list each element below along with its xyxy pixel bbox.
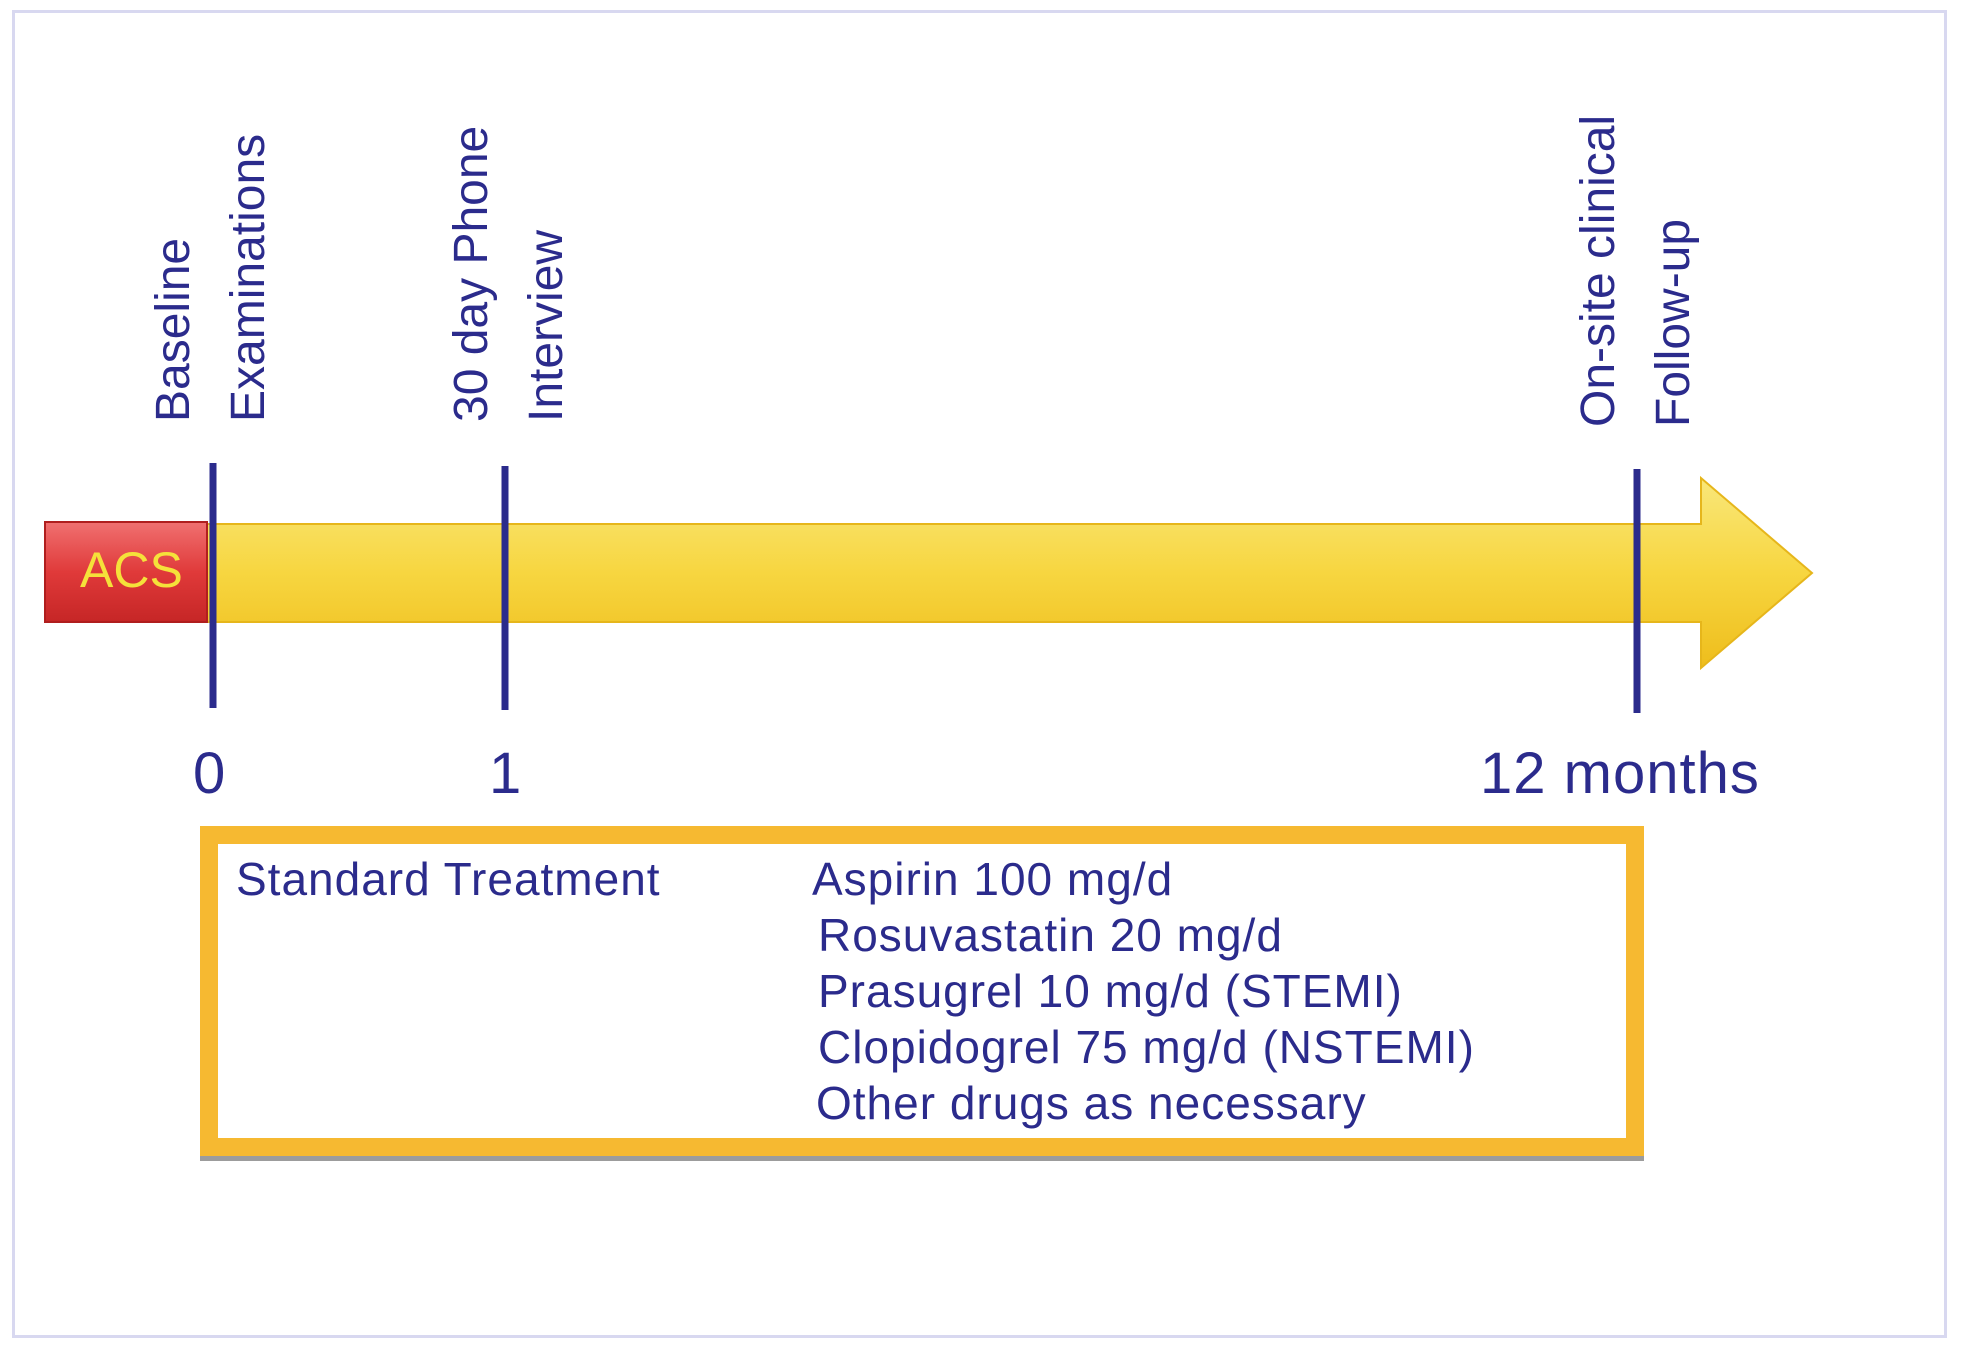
milestone-label-baseline-line2: Examinations: [222, 133, 275, 422]
treatment-item: Aspirin 100 mg/d: [812, 853, 1174, 905]
milestone-label-30-day-line2: Interview: [520, 229, 573, 422]
treatment-item: Other drugs as necessary: [816, 1077, 1367, 1129]
acs-label: ACS: [80, 542, 183, 598]
acs-box: [44, 521, 208, 623]
milestone-label-baseline-line1: Baseline: [147, 237, 200, 422]
treatment-box: [200, 826, 1644, 1156]
treatment-item: Prasugrel 10 mg/d (STEMI): [818, 965, 1403, 1017]
tick-label-1: 1: [489, 741, 523, 806]
tick-label-12-months: 12 months: [1480, 741, 1760, 806]
milestone-label-12-months-line2: Follow-up: [1647, 218, 1700, 427]
treatment-item: Clopidogrel 75 mg/d (NSTEMI): [818, 1021, 1475, 1073]
milestone-label-30-day-line1: 30 day Phone: [445, 125, 498, 422]
timeline-arrow: [204, 475, 1814, 671]
diagram-frame: [12, 10, 1947, 1338]
tick-label-0: 0: [193, 741, 227, 806]
treatment-heading: Standard Treatment: [236, 853, 661, 905]
treatment-item: Rosuvastatin 20 mg/d: [818, 909, 1283, 961]
milestone-label-12-months-line1: On-site clinical: [1572, 114, 1625, 427]
